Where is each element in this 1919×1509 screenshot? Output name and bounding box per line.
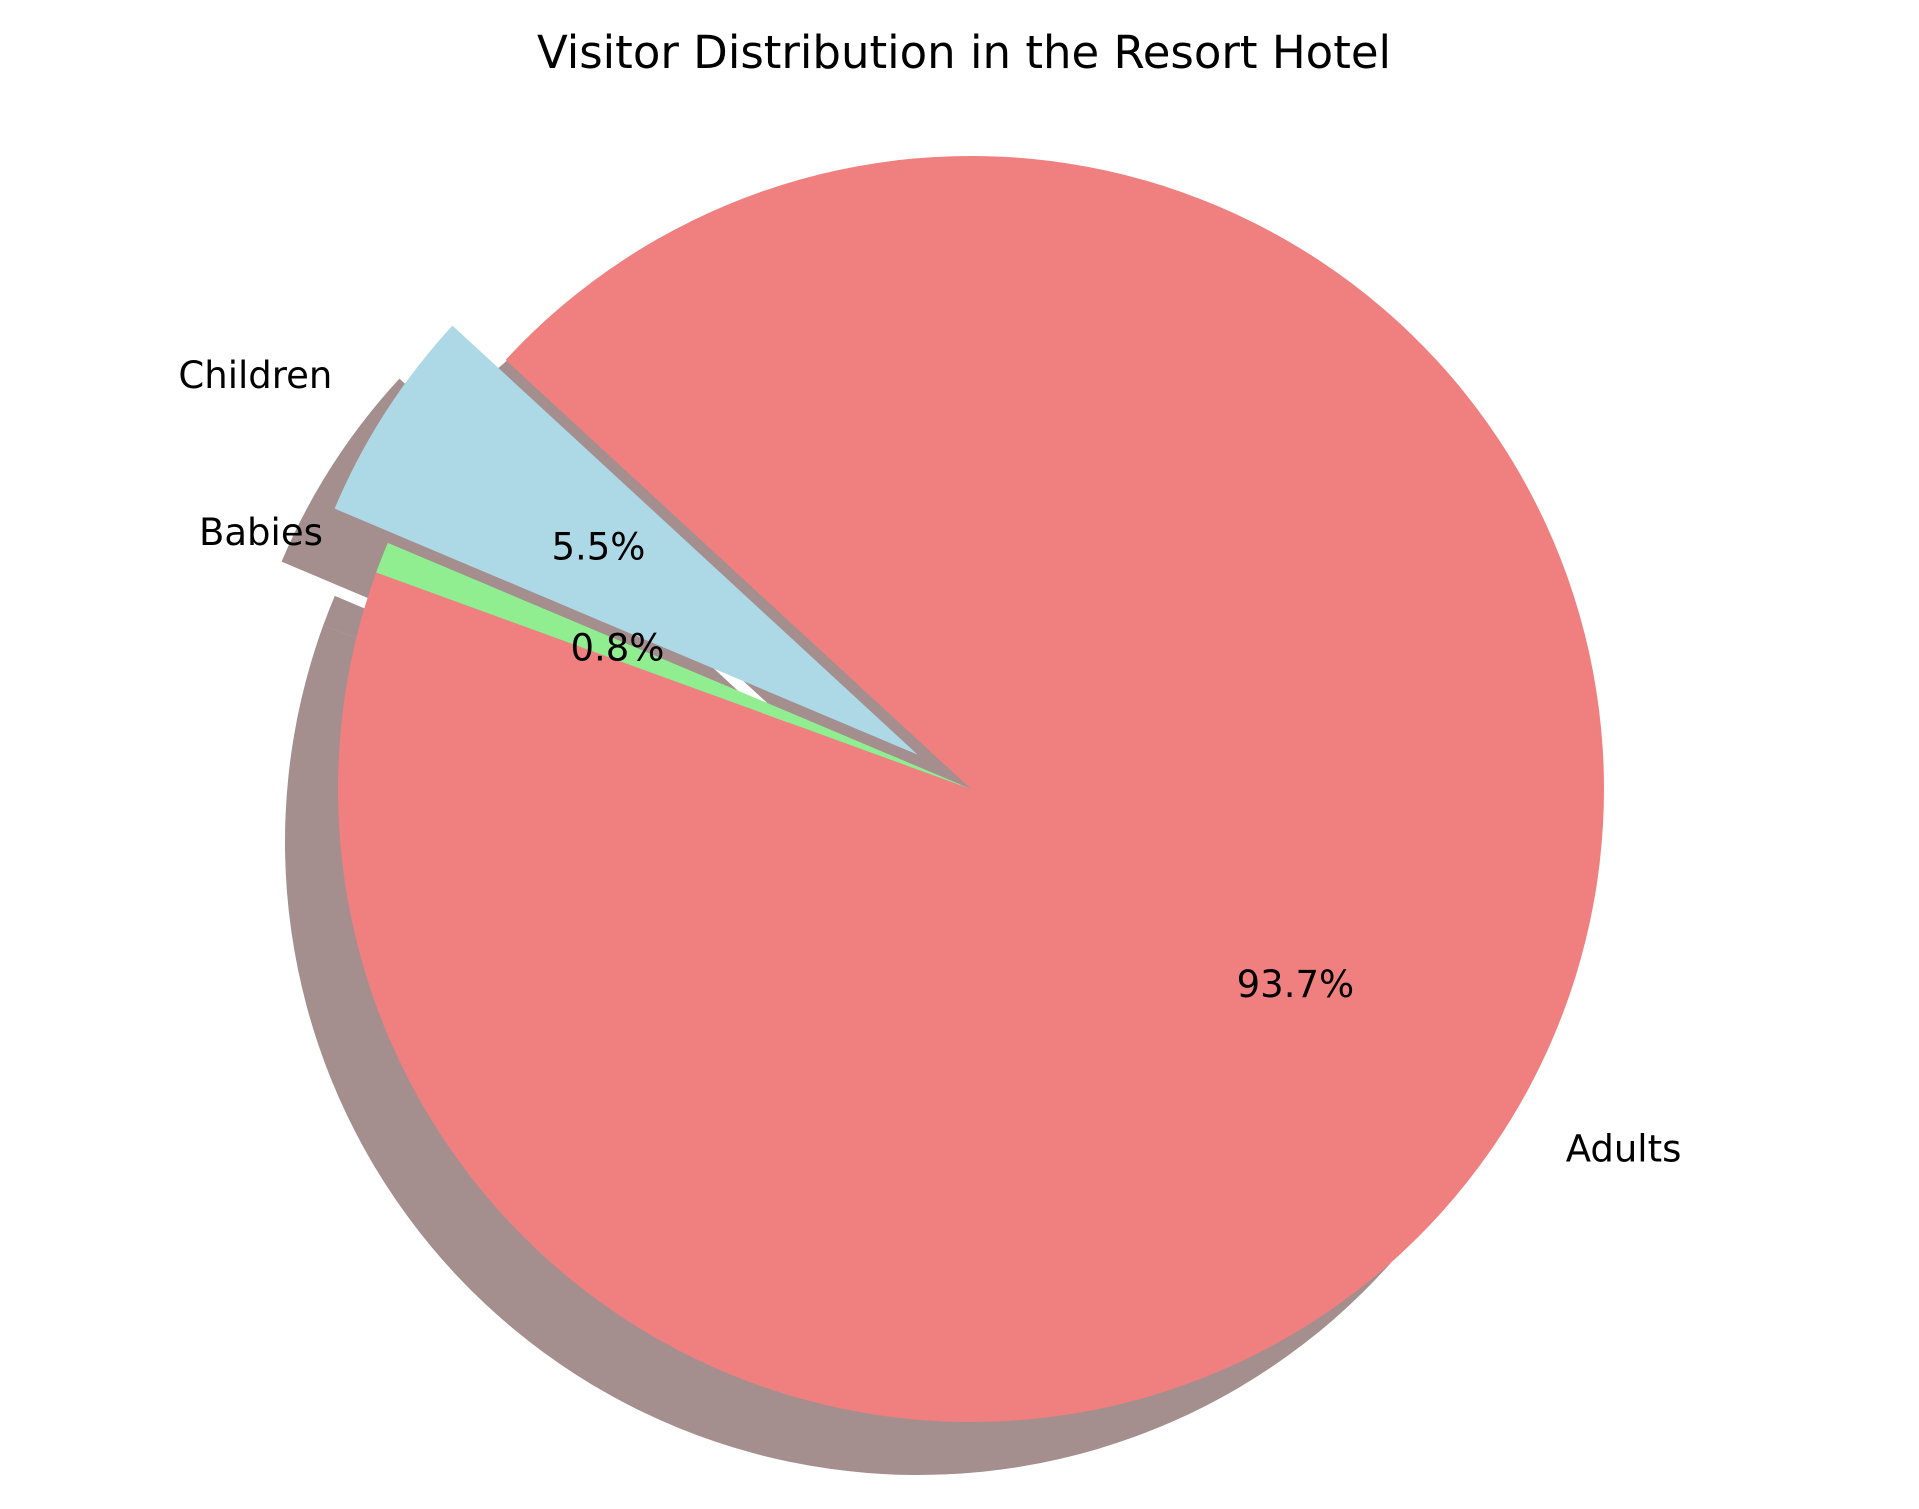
percent-label-children: 5.5% [551,526,645,569]
percent-label-babies: 0.8% [570,627,664,670]
slice-label-babies: Babies [199,511,323,554]
pie-slice-babies [376,542,971,789]
slice-layer [334,156,1604,1423]
chart-title: Visitor Distribution in the Resort Hotel [537,26,1391,79]
label-layer: Adults 93.7% Children 5.5% Babies 0.8% [178,354,1681,1170]
slice-label-adults: Adults [1566,1128,1682,1171]
percent-label-adults: 93.7% [1237,963,1355,1006]
pie-slice-children [334,325,918,755]
pie-slice-adults [337,156,1604,1423]
slice-label-children: Children [178,354,332,397]
